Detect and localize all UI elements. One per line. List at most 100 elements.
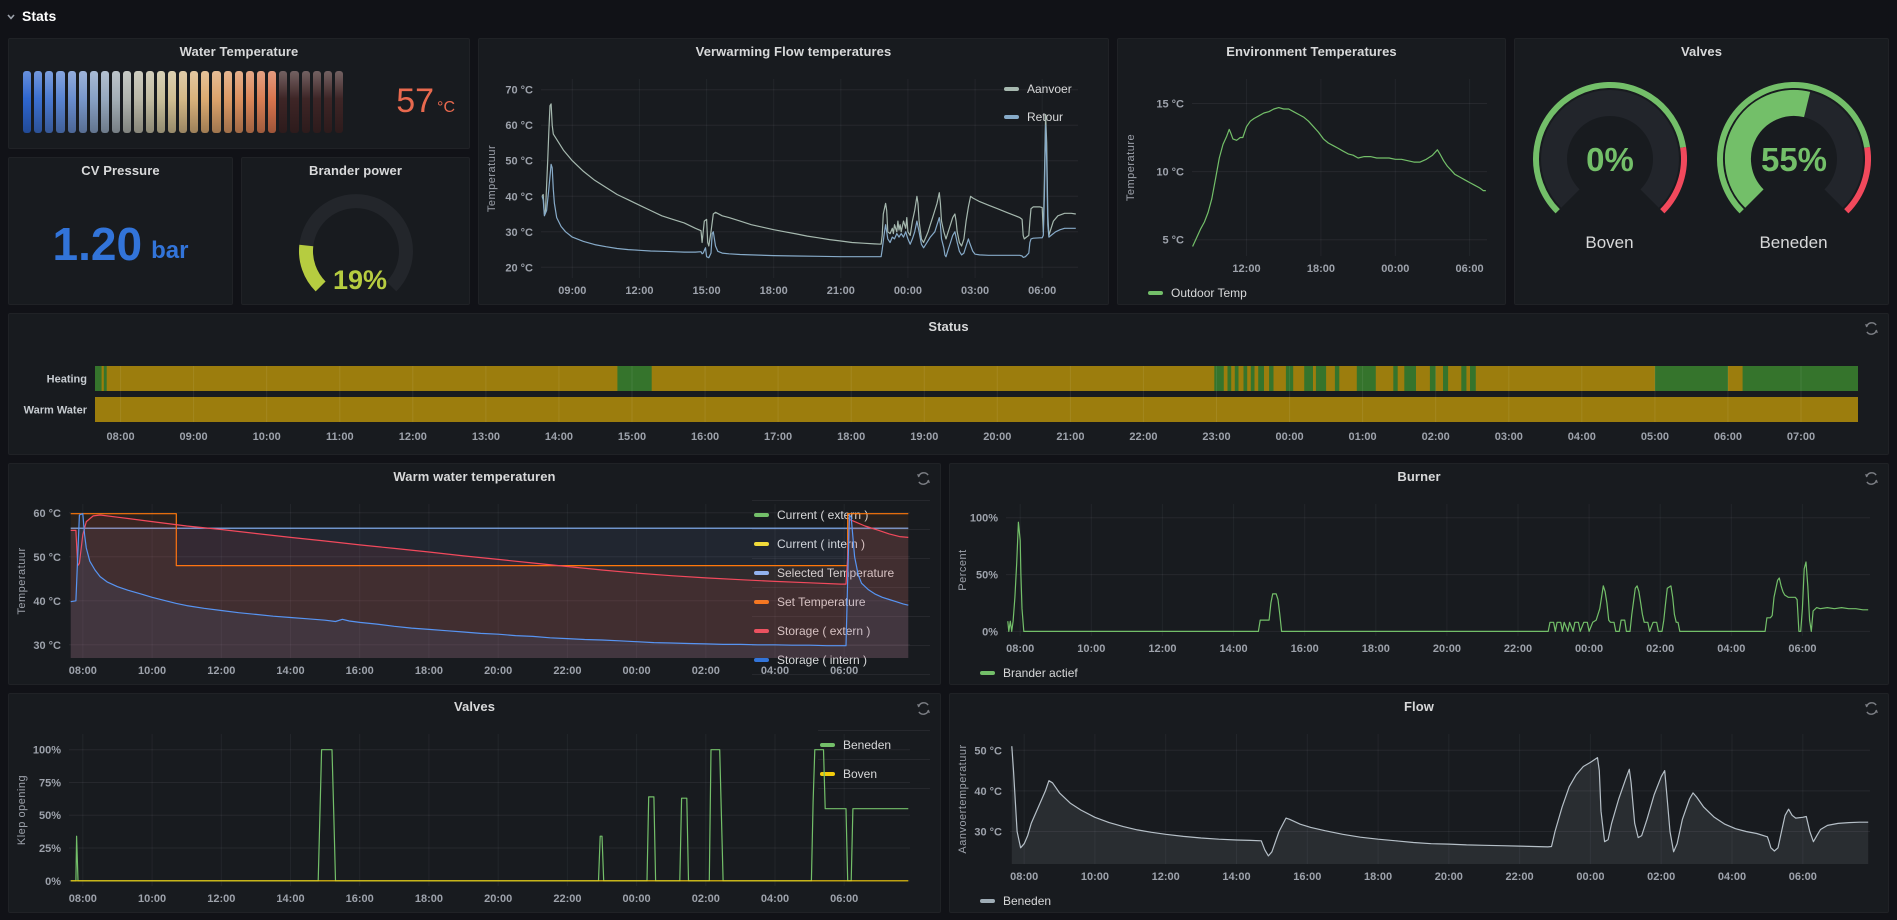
legend-item[interactable]: Beneden [818, 730, 930, 759]
led-cell [256, 70, 266, 133]
svg-text:19%: 19% [332, 265, 386, 295]
refresh-icon[interactable] [1864, 321, 1880, 337]
svg-text:00:00: 00:00 [623, 665, 651, 677]
row-title: Stats [22, 8, 57, 24]
svg-text:04:00: 04:00 [1568, 431, 1596, 443]
status-timeline[interactable]: Heating Warm Water 08:00 09:00 10:00 11:00 12:… [15, 338, 1882, 452]
legend-item[interactable]: Selected Temperature [752, 558, 930, 587]
refresh-icon[interactable] [916, 701, 932, 717]
panel-warm-water-temperaturen: Warm water temperaturen 08:00 10:00 12:00 1… [8, 463, 941, 685]
burner-chart[interactable]: 08:00 10:00 12:00 14:00 16:00 18:00 20:00 22:00… [954, 488, 1884, 660]
panel-burner: Burner 08:00 10:00 12:00 14:00 16:00 18:00 20:… [949, 463, 1889, 685]
legend-label[interactable]: Brander actief [1003, 666, 1078, 680]
svg-text:60 °C: 60 °C [505, 120, 533, 132]
warm-water-chart[interactable]: 08:00 10:00 12:00 14:00 16:00 18:00 20:00 22:00… [13, 488, 910, 682]
svg-text:10:00: 10:00 [1081, 871, 1109, 883]
svg-text:06:00: 06:00 [1714, 431, 1742, 443]
legend-label: Selected Temperature [777, 566, 894, 580]
legend-swatch [754, 513, 769, 517]
panel-flow: Flow 08:00 10:00 12:00 14:00 16:00 18:00 20:00… [949, 693, 1889, 913]
svg-text:18:00: 18:00 [837, 431, 865, 443]
panel-title[interactable]: Flow [1403, 699, 1434, 714]
refresh-icon[interactable] [1864, 471, 1880, 487]
legend-swatch [980, 899, 995, 903]
svg-text:21:00: 21:00 [1056, 431, 1084, 443]
legend-label: Current ( extern ) [777, 508, 869, 522]
refresh-icon[interactable] [916, 471, 932, 487]
panel-title[interactable]: Valves [1680, 44, 1723, 59]
flow-chart[interactable]: 08:00 10:00 12:00 14:00 16:00 18:00 20:00 22:00… [954, 718, 1884, 888]
legend-item[interactable]: Boven [818, 759, 930, 789]
environment-chart[interactable]: 12:00 18:00 00:00 06:00 5 °C 10 °C 15 °C Temper… [1122, 63, 1501, 280]
svg-text:16:00: 16:00 [346, 665, 374, 677]
chart-legend: Beneden Boven [812, 718, 936, 910]
svg-text:55%: 55% [1760, 141, 1826, 178]
svg-text:0%: 0% [1586, 141, 1634, 178]
svg-text:12:00: 12:00 [1152, 871, 1180, 883]
valves-chart[interactable]: 08:00 10:00 12:00 14:00 16:00 18:00 20:00 22:00… [13, 718, 910, 910]
svg-text:0%: 0% [982, 626, 998, 638]
verwarming-flow-chart[interactable]: 09:00 12:00 15:00 18:00 21:00 00:00 03:00 06:00… [483, 63, 1078, 302]
svg-text:08:00: 08:00 [69, 893, 97, 905]
svg-text:20:00: 20:00 [1435, 871, 1463, 883]
refresh-icon[interactable] [1864, 701, 1880, 717]
gauge-beneden: 55% Beneden [1703, 69, 1885, 253]
led-cell [123, 70, 132, 133]
panel-valves-chart: Valves 08:00 10:00 12:00 14:00 16:00 18:00 20:… [8, 693, 941, 913]
svg-text:Temperatuur: Temperatuur [486, 145, 498, 212]
svg-text:Temperatuur: Temperatuur [16, 547, 28, 614]
legend-item[interactable]: Current ( extern ) [752, 500, 930, 529]
legend-label: Storage ( intern ) [777, 653, 868, 667]
led-cell [23, 70, 32, 133]
svg-text:50%: 50% [976, 570, 998, 582]
panel-title[interactable]: Water Temperature [179, 44, 299, 59]
svg-text:04:00: 04:00 [1717, 643, 1745, 655]
svg-text:16:00: 16:00 [1293, 871, 1321, 883]
svg-text:5 °C: 5 °C [1162, 235, 1184, 247]
panel-valves-gauges: Valves 0% Boven 55% Beneden [1514, 38, 1889, 305]
legend-swatch [980, 671, 995, 675]
svg-text:30 °C: 30 °C [974, 827, 1002, 839]
panel-title[interactable]: Verwarming Flow temperatures [695, 44, 892, 59]
svg-text:16:00: 16:00 [691, 431, 719, 443]
legend-label[interactable]: Beneden [1003, 894, 1052, 908]
svg-text:06:00: 06:00 [1028, 285, 1056, 297]
legend-label: Beneden [843, 738, 892, 752]
panel-title[interactable]: Warm water temperaturen [393, 469, 556, 484]
svg-text:12:00: 12:00 [1148, 643, 1176, 655]
panel-title[interactable]: CV Pressure [81, 163, 160, 178]
panel-title[interactable]: Valves [453, 699, 496, 714]
legend-item[interactable]: Current ( intern ) [752, 529, 930, 558]
dashboard-row-toggle[interactable]: Stats [6, 8, 56, 24]
svg-text:Percent: Percent [957, 549, 969, 590]
panel-title[interactable]: Status [928, 319, 969, 334]
panel-brander-power: Brander power 19% [241, 157, 470, 305]
svg-text:15:00: 15:00 [618, 431, 646, 443]
panel-title[interactable]: Environment Temperatures [1226, 44, 1397, 59]
legend-item[interactable]: Aanvoer [1002, 75, 1098, 103]
svg-text:14:00: 14:00 [1222, 871, 1250, 883]
panel-title[interactable]: Burner [1397, 469, 1441, 484]
led-cell [34, 70, 43, 133]
svg-text:14:00: 14:00 [276, 893, 304, 905]
legend-label[interactable]: Outdoor Temp [1171, 286, 1247, 300]
legend-swatch [754, 571, 769, 575]
chart-legend: Outdoor Temp [1148, 286, 1247, 300]
svg-text:18:00: 18:00 [760, 285, 788, 297]
svg-text:10:00: 10:00 [253, 431, 281, 443]
svg-text:12:00: 12:00 [1232, 263, 1260, 275]
legend-item[interactable]: Set Temperature [752, 587, 930, 616]
led-cell [112, 70, 121, 133]
gauge-label: Boven [1585, 233, 1634, 252]
svg-text:20 °C: 20 °C [505, 262, 533, 274]
chevron-down-icon [7, 14, 15, 20]
svg-text:Heating: Heating [47, 374, 87, 386]
svg-text:14:00: 14:00 [276, 665, 304, 677]
svg-text:13:00: 13:00 [472, 431, 500, 443]
svg-text:50 °C: 50 °C [974, 745, 1002, 757]
panel-title[interactable]: Brander power [308, 163, 403, 178]
svg-text:00:00: 00:00 [623, 893, 651, 905]
svg-text:02:00: 02:00 [692, 665, 720, 677]
svg-text:Klep opening: Klep opening [16, 775, 28, 845]
svg-text:06:00: 06:00 [1789, 871, 1817, 883]
